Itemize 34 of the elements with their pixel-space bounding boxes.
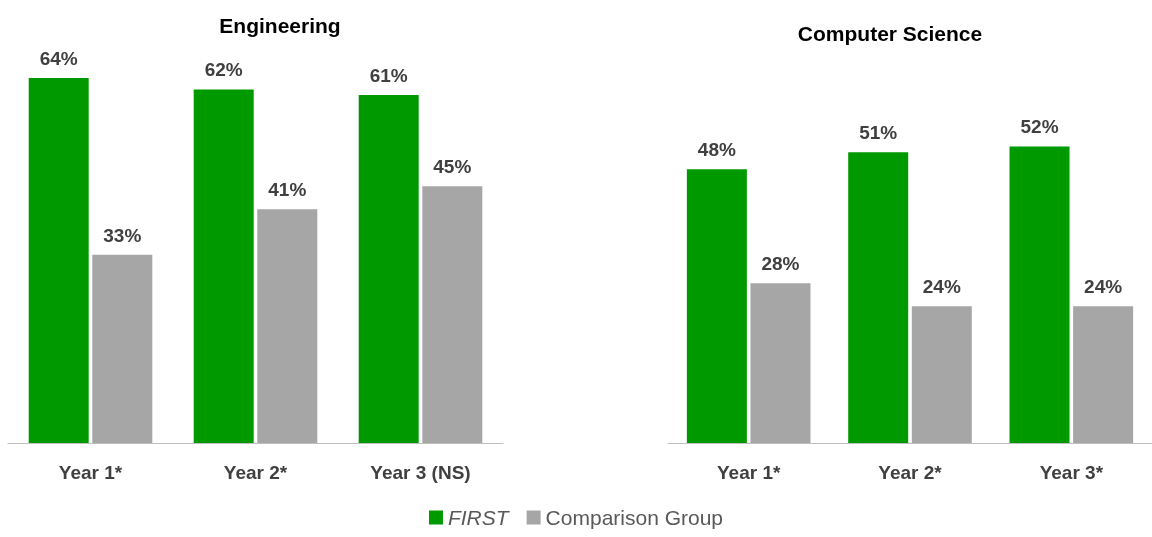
data-label: 51% (859, 122, 898, 144)
data-label: 52% (1020, 116, 1059, 138)
data-label: 24% (922, 276, 961, 298)
data-label: 28% (761, 253, 800, 275)
x-tick-label: Year 1* (716, 462, 781, 483)
legend-label: Comparison Group (545, 506, 724, 529)
bar (911, 306, 972, 443)
data-label: 33% (103, 224, 142, 246)
bar (686, 169, 747, 443)
data-label: 64% (39, 48, 78, 69)
bar (422, 186, 483, 443)
x-tick-label: Year 2* (223, 462, 288, 483)
data-label: 48% (697, 139, 736, 161)
data-label: 24% (1084, 276, 1123, 298)
bar (92, 254, 153, 443)
bar (848, 152, 909, 443)
chart-title: Engineering (219, 14, 341, 37)
x-tick-label: Year 1* (58, 462, 123, 483)
bar (358, 95, 419, 443)
data-label: 45% (433, 156, 472, 178)
data-label: 62% (204, 59, 243, 81)
bar (750, 283, 811, 443)
x-tick-label: Year 2* (878, 462, 943, 483)
legend-label: FIRST (447, 506, 511, 529)
x-tick-label: Year 3 (NS) (370, 462, 471, 483)
data-label: 61% (369, 65, 408, 87)
data-label: 41% (268, 179, 307, 201)
x-tick-label: Year 3* (1039, 462, 1104, 483)
bar (1073, 306, 1134, 443)
chart-title: Computer Science (797, 22, 983, 45)
bar (193, 89, 254, 443)
bar (28, 78, 89, 443)
bar (257, 209, 318, 443)
bar (1009, 146, 1070, 443)
